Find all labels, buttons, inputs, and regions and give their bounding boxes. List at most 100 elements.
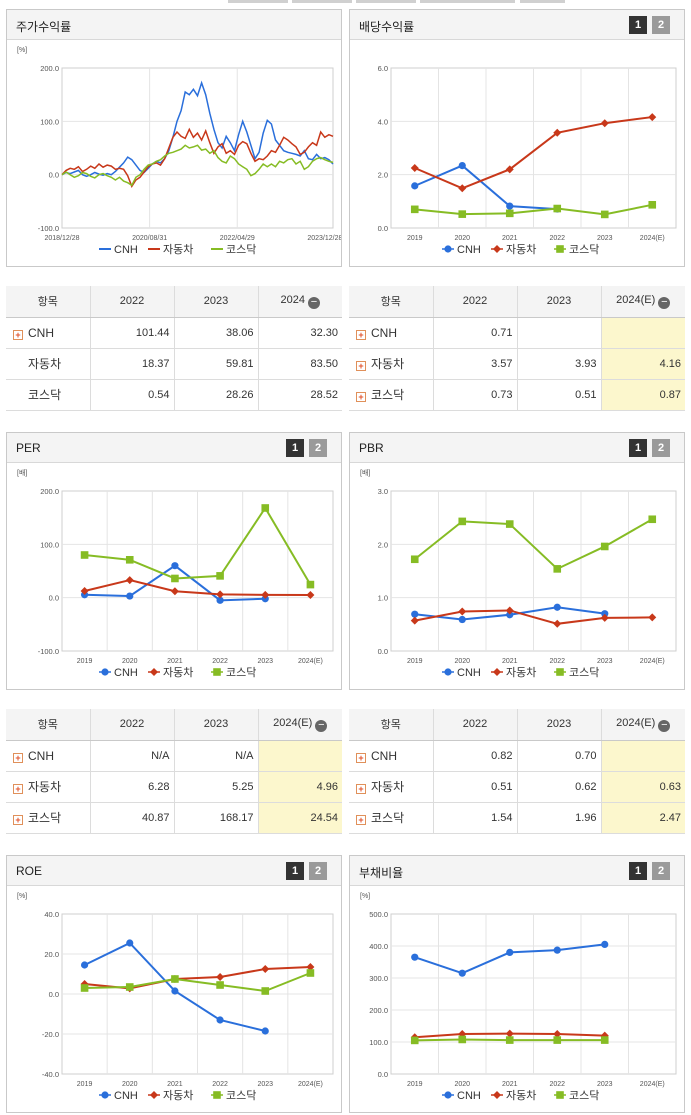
expand-icon[interactable]: + [356, 784, 366, 794]
unit-label: [배] [17, 468, 27, 477]
data-point [80, 984, 89, 992]
page-button-1[interactable]: 1 [629, 439, 647, 457]
x-tick-label: 2022 [549, 1081, 565, 1088]
data-point [506, 948, 514, 956]
collapse-icon[interactable]: − [658, 296, 671, 309]
y-tick-label: 300.0 [369, 974, 388, 983]
x-tick-label: 2021 [502, 658, 518, 665]
collapse-icon[interactable]: − [315, 719, 328, 732]
data-point [458, 1035, 467, 1044]
x-tick-label: 2022/04/29 [220, 235, 255, 242]
expand-icon[interactable]: + [356, 329, 366, 340]
unit-label: [%] [17, 47, 27, 54]
data-point [505, 209, 514, 218]
expand-icon[interactable]: + [356, 752, 366, 763]
page-button-1[interactable]: 1 [629, 862, 647, 880]
y-tick-label: 200.0 [40, 64, 59, 73]
collapse-icon[interactable]: − [658, 719, 671, 732]
expand-icon[interactable]: + [13, 329, 23, 340]
data-point [171, 562, 179, 570]
panel-header: 주가수익률 [7, 10, 341, 40]
expand-icon[interactable]: + [13, 784, 23, 794]
page-button-2[interactable]: 2 [652, 16, 670, 34]
legend-label: 자동차 [506, 666, 536, 679]
col-header: 2022 [432, 709, 517, 741]
col-header-label: 2024(E) [616, 293, 656, 306]
cell: 0.62 [516, 771, 601, 803]
top-tab-fragment [292, 0, 352, 3]
cell: 0.51 [432, 771, 517, 803]
series-line [414, 164, 558, 211]
data-point [216, 590, 225, 599]
cell: 40.87 [89, 802, 174, 834]
debt-ratio-panel: 부채비율 1 2 [%] 500.0 400.0 300.0 200.0 100.0 0.0… [349, 855, 685, 1113]
row-name: + 코스닥 [6, 802, 90, 834]
col-header: 2023 [173, 709, 258, 741]
table-row: + CNH 0.82 0.70 [349, 740, 685, 772]
data-point [553, 619, 562, 628]
table-row: 코스닥 0.54 28.26 28.52 [6, 379, 342, 411]
expand-icon[interactable]: + [13, 815, 23, 825]
page-button-1[interactable]: 1 [286, 439, 304, 457]
cell: 32.30 [257, 317, 342, 349]
unit-label: [배] [360, 468, 370, 477]
expand-icon[interactable]: + [356, 361, 366, 371]
x-tick-label: 2023 [597, 1081, 613, 1088]
data-point [458, 162, 466, 170]
data-point [505, 165, 514, 174]
data-point [171, 987, 179, 995]
cell: 38.06 [173, 317, 258, 349]
row-label: CNH [371, 325, 397, 340]
cell-estimate: 4.16 [600, 348, 685, 380]
col-header-current: 2024(E) − [600, 286, 685, 318]
page-button-2[interactable]: 2 [309, 439, 327, 457]
data-point [216, 973, 225, 981]
cell: 59.81 [173, 348, 258, 380]
expand-icon[interactable]: + [13, 752, 23, 763]
col-header: 항목 [6, 709, 90, 741]
page-button-2[interactable]: 2 [309, 862, 327, 880]
data-point [553, 603, 561, 611]
col-header-label: 2024(E) [616, 716, 656, 729]
data-point [493, 245, 501, 253]
legend-label: 코스닥 [226, 666, 256, 679]
page-button-2[interactable]: 2 [652, 439, 670, 457]
cell: 28.52 [257, 379, 342, 411]
data-point [216, 1016, 224, 1024]
expand-icon[interactable]: + [356, 815, 366, 825]
panel-title: 주가수익률 [16, 20, 72, 34]
collapse-icon[interactable]: − [307, 296, 320, 309]
stock-return-panel: 주가수익률 [%] 200.0 100.0 0.0 -100.0 2018/12/28 20… [6, 9, 342, 267]
data-point [410, 164, 419, 172]
per-panel: PER 1 2 [배] 200.0 100.0 0.0 -100.0 2019 2020 20… [6, 432, 342, 690]
expand-icon[interactable]: + [356, 392, 366, 402]
col-header-label: 2024 [280, 293, 305, 306]
data-point [601, 610, 609, 618]
x-tick-label: 2022 [212, 658, 228, 665]
x-tick-label: 2019 [77, 1081, 93, 1088]
x-tick-label: 2019 [407, 235, 423, 242]
cell: 1.96 [516, 802, 601, 834]
table-row: 자동차 18.37 59.81 83.50 [6, 348, 342, 380]
y-tick-label: 2.0 [378, 540, 388, 549]
cell [516, 317, 601, 349]
series-line [61, 144, 334, 187]
debt-ratio-chart: [%] 500.0 400.0 300.0 200.0 100.0 0.0 2019 2020 2… [360, 893, 677, 1102]
cell: 18.37 [89, 348, 174, 380]
panel-header: ROE 1 2 [7, 856, 341, 886]
data-point [261, 504, 270, 512]
page-button-2[interactable]: 2 [652, 862, 670, 880]
page-button-1[interactable]: 1 [286, 862, 304, 880]
page-button-1[interactable]: 1 [629, 16, 647, 34]
top-tab-fragment [228, 0, 288, 3]
legend-label: CNH [457, 667, 481, 679]
row-name: + CNH [349, 740, 433, 772]
row-name: + 자동차 [349, 348, 433, 380]
legend-label: 자동차 [163, 1089, 193, 1102]
dividend-yield-table: 항목 2022 2023 2024(E) − + CNH 0.71 + 자동차 3.5… [349, 286, 685, 411]
y-tick-label: 500.0 [369, 910, 388, 919]
x-tick-label: 2021 [502, 1081, 518, 1088]
panel-header: PER 1 2 [7, 433, 341, 463]
data-point [505, 606, 514, 615]
y-tick-label: 100.0 [369, 1038, 388, 1047]
